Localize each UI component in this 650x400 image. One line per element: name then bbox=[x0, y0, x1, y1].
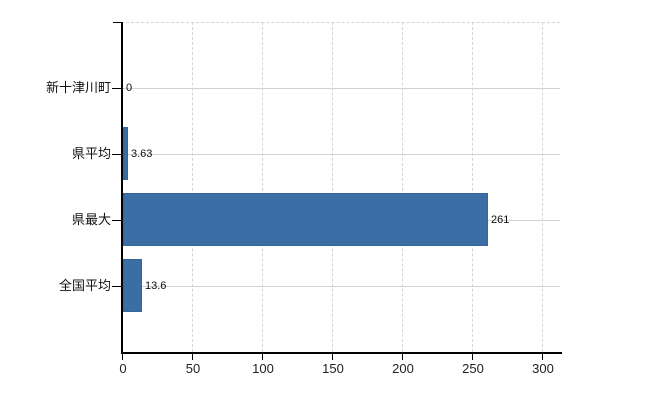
category-label: 県平均 bbox=[71, 146, 111, 161]
x-axis-tick bbox=[472, 354, 473, 360]
category-label: 全国平均 bbox=[58, 278, 111, 293]
x-axis-tick bbox=[542, 354, 543, 360]
bar-value-label: 0 bbox=[126, 82, 133, 94]
x-tick-label: 0 bbox=[119, 361, 127, 376]
x-tick-label: 300 bbox=[532, 361, 554, 376]
v-gridline bbox=[262, 22, 263, 352]
x-tick-label: 100 bbox=[252, 361, 274, 376]
y-axis-top-tick bbox=[113, 22, 121, 23]
x-axis-tick bbox=[192, 354, 193, 360]
category-label: 新十津川町 bbox=[45, 80, 111, 95]
x-axis-tick bbox=[122, 354, 123, 360]
h-gridline bbox=[121, 154, 560, 155]
v-gridline bbox=[542, 22, 543, 352]
y-axis-tick bbox=[112, 154, 121, 155]
y-axis bbox=[121, 22, 123, 354]
x-axis bbox=[121, 352, 562, 354]
y-axis-tick bbox=[112, 88, 121, 89]
v-gridline bbox=[332, 22, 333, 352]
x-axis-tick bbox=[262, 354, 263, 360]
x-tick-label: 250 bbox=[462, 361, 484, 376]
plot-top-border bbox=[121, 22, 560, 23]
bar bbox=[123, 193, 488, 246]
y-axis-tick bbox=[112, 286, 121, 287]
x-tick-label: 150 bbox=[322, 361, 344, 376]
y-axis-tick bbox=[112, 220, 121, 221]
v-gridline bbox=[192, 22, 193, 352]
x-tick-label: 50 bbox=[185, 361, 201, 376]
bar bbox=[123, 259, 142, 312]
v-gridline bbox=[472, 22, 473, 352]
bar-value-label: 3.63 bbox=[131, 148, 153, 160]
category-label: 県最大 bbox=[71, 212, 111, 227]
bar-value-label: 261 bbox=[491, 214, 510, 226]
x-tick-label: 200 bbox=[392, 361, 414, 376]
v-gridline bbox=[402, 22, 403, 352]
bar-value-label: 13.6 bbox=[145, 280, 167, 292]
x-axis-tick bbox=[402, 354, 403, 360]
x-axis-tick bbox=[332, 354, 333, 360]
h-gridline bbox=[121, 286, 560, 287]
bar bbox=[123, 127, 128, 180]
h-gridline bbox=[121, 88, 560, 89]
